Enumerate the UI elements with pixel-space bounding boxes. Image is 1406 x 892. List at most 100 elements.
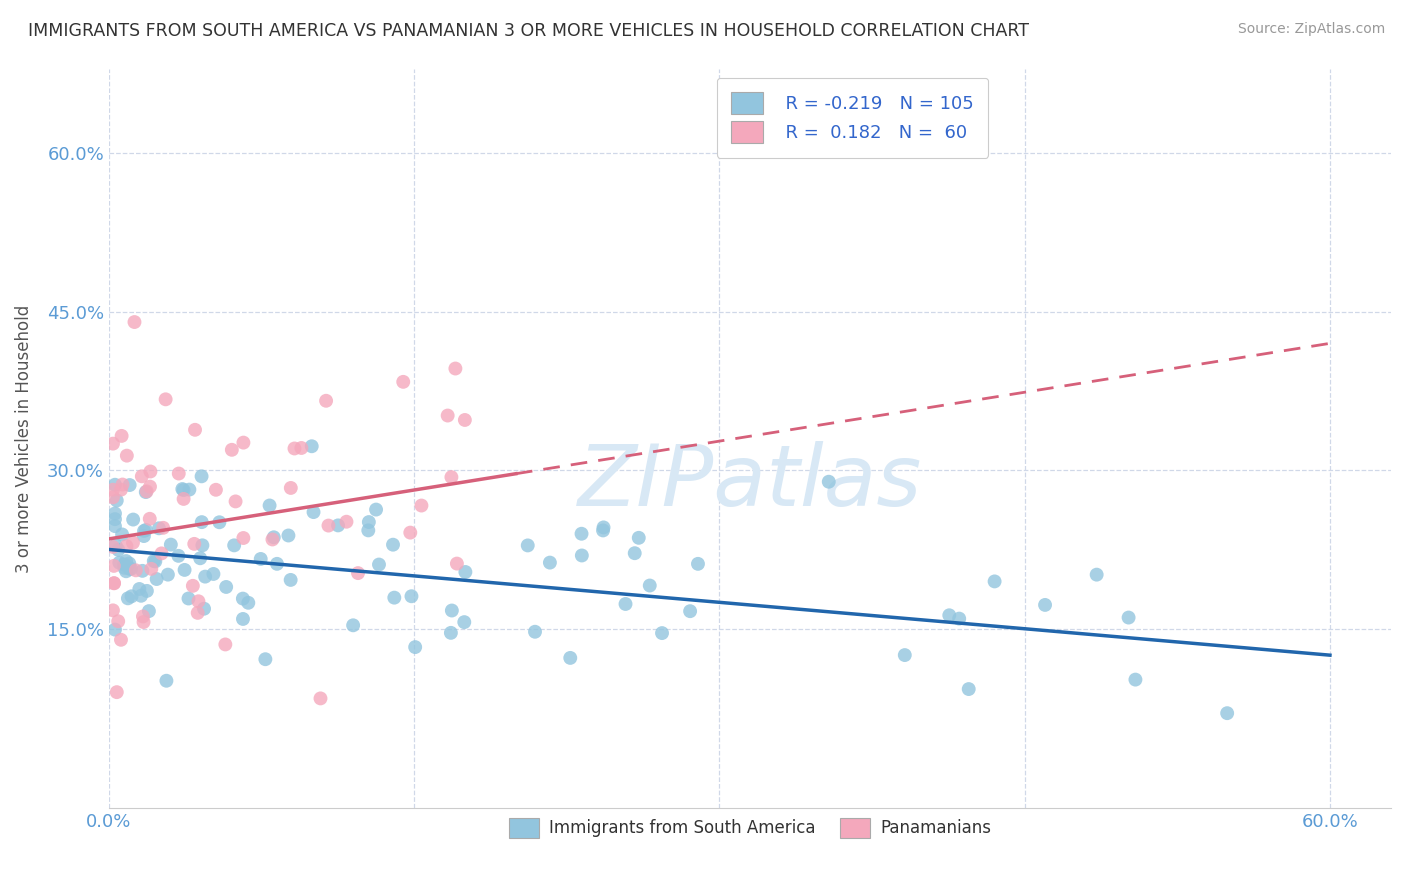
Point (139, 465, 162, 479)
Point (183, 537, 205, 551)
Point (160, 538, 183, 552)
Point (440, 603, 463, 617)
Point (627, 531, 650, 545)
Point (103, 558, 125, 573)
Point (104, 512, 127, 526)
Point (382, 538, 405, 552)
Point (592, 524, 614, 538)
Point (232, 612, 254, 626)
Point (103, 576, 125, 591)
Point (938, 608, 960, 623)
Point (104, 477, 127, 491)
Point (302, 505, 325, 519)
Point (335, 515, 357, 529)
Point (194, 569, 217, 583)
Point (110, 632, 132, 647)
Point (1085, 567, 1108, 582)
Point (232, 531, 254, 545)
Point (392, 375, 415, 389)
Point (118, 557, 141, 571)
Point (179, 483, 201, 497)
Point (309, 691, 332, 706)
Point (135, 523, 157, 537)
Point (399, 525, 422, 540)
Point (131, 469, 153, 483)
Point (173, 563, 195, 577)
Point (132, 524, 155, 538)
Point (205, 483, 228, 497)
Point (948, 612, 970, 626)
Point (357, 515, 380, 529)
Point (232, 435, 254, 450)
Point (173, 483, 195, 497)
Point (117, 591, 139, 606)
Point (118, 478, 141, 492)
Point (101, 436, 124, 450)
Point (104, 519, 127, 533)
Point (135, 485, 157, 500)
Point (538, 556, 561, 570)
Point (262, 533, 284, 547)
Point (111, 527, 134, 541)
Point (107, 542, 129, 557)
Point (128, 582, 150, 596)
Point (115, 554, 138, 568)
Point (132, 615, 155, 629)
Point (266, 557, 288, 571)
Point (115, 449, 138, 463)
Point (191, 538, 214, 552)
Point (249, 552, 271, 566)
Point (232, 591, 254, 606)
Point (167, 467, 190, 481)
Point (1033, 598, 1056, 612)
Point (446, 557, 468, 571)
Point (118, 562, 141, 576)
Point (172, 482, 194, 496)
Point (454, 413, 477, 427)
Text: Source: ZipAtlas.com: Source: ZipAtlas.com (1237, 22, 1385, 37)
Legend: Immigrants from South America, Panamanians: Immigrants from South America, Panamania… (502, 811, 998, 845)
Text: IMMIGRANTS FROM SOUTH AMERICA VS PANAMANIAN 3 OR MORE VEHICLES IN HOUSEHOLD CORR: IMMIGRANTS FROM SOUTH AMERICA VS PANAMAN… (28, 22, 1029, 40)
Point (188, 551, 211, 566)
Point (894, 648, 917, 662)
Point (326, 518, 349, 533)
Point (263, 530, 285, 544)
Point (104, 538, 127, 552)
Point (101, 603, 124, 617)
Point (440, 470, 463, 484)
Point (614, 597, 637, 611)
Point (290, 441, 312, 455)
Point (440, 625, 463, 640)
Point (132, 609, 155, 624)
Point (221, 442, 243, 457)
Point (983, 574, 1005, 589)
Point (190, 469, 212, 483)
Point (524, 624, 547, 639)
Point (259, 499, 281, 513)
Point (173, 491, 195, 506)
Point (122, 512, 145, 526)
Point (686, 557, 709, 571)
Point (1125, 673, 1147, 687)
Point (280, 573, 302, 587)
Point (156, 567, 179, 582)
Point (112, 561, 135, 575)
Point (225, 494, 247, 508)
Point (817, 475, 839, 489)
Point (122, 535, 145, 549)
Point (516, 538, 538, 552)
Point (1118, 610, 1140, 624)
Point (191, 515, 214, 529)
Point (224, 538, 246, 552)
Point (104, 623, 127, 637)
Point (202, 566, 225, 581)
Point (103, 576, 125, 591)
Point (215, 580, 238, 594)
Point (148, 521, 170, 535)
Point (108, 556, 131, 570)
Point (571, 549, 593, 563)
Point (105, 493, 128, 508)
Point (679, 604, 702, 618)
Point (105, 685, 128, 699)
Point (651, 626, 673, 640)
